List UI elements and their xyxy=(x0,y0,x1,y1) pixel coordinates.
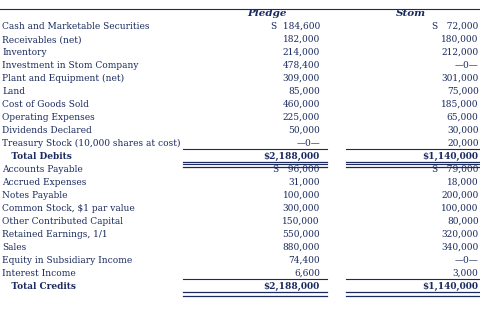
Text: 340,000: 340,000 xyxy=(441,243,478,252)
Text: 74,400: 74,400 xyxy=(288,256,319,265)
Text: 65,000: 65,000 xyxy=(446,113,478,122)
Text: Cash and Marketable Securities: Cash and Marketable Securities xyxy=(2,22,150,31)
Text: 100,000: 100,000 xyxy=(282,191,319,200)
Text: 50,000: 50,000 xyxy=(288,126,319,135)
Text: Accrued Expenses: Accrued Expenses xyxy=(2,178,86,187)
Text: Total Debits: Total Debits xyxy=(2,152,72,161)
Text: $2,188,000: $2,188,000 xyxy=(263,152,319,161)
Text: $1,140,000: $1,140,000 xyxy=(422,282,478,291)
Text: Common Stock, $1 par value: Common Stock, $1 par value xyxy=(2,204,135,213)
Text: Land: Land xyxy=(2,87,25,96)
Text: 300,000: 300,000 xyxy=(282,204,319,213)
Text: 320,000: 320,000 xyxy=(441,230,478,239)
Text: 85,000: 85,000 xyxy=(288,87,319,96)
Text: Inventory: Inventory xyxy=(2,48,47,57)
Text: S   79,000: S 79,000 xyxy=(432,165,478,174)
Text: Plant and Equipment (net): Plant and Equipment (net) xyxy=(2,74,124,83)
Text: 309,000: 309,000 xyxy=(282,74,319,83)
Text: S   72,000: S 72,000 xyxy=(432,22,478,31)
Text: Equity in Subsidiary Income: Equity in Subsidiary Income xyxy=(2,256,132,265)
Text: 478,400: 478,400 xyxy=(282,61,319,70)
Text: Dividends Declared: Dividends Declared xyxy=(2,126,92,135)
Text: —0—: —0— xyxy=(296,139,319,148)
Text: 185,000: 185,000 xyxy=(440,100,478,109)
Text: Accounts Payable: Accounts Payable xyxy=(2,165,83,174)
Text: —0—: —0— xyxy=(454,61,478,70)
Text: Retained Earnings, 1/1: Retained Earnings, 1/1 xyxy=(2,230,108,239)
Text: $1,140,000: $1,140,000 xyxy=(422,152,478,161)
Text: 180,000: 180,000 xyxy=(440,35,478,44)
Text: 150,000: 150,000 xyxy=(282,217,319,226)
Text: 550,000: 550,000 xyxy=(282,230,319,239)
Text: 20,000: 20,000 xyxy=(446,139,478,148)
Text: 460,000: 460,000 xyxy=(282,100,319,109)
Text: 301,000: 301,000 xyxy=(441,74,478,83)
Text: Receivables (net): Receivables (net) xyxy=(2,35,82,44)
Text: Operating Expenses: Operating Expenses xyxy=(2,113,95,122)
Text: 200,000: 200,000 xyxy=(441,191,478,200)
Text: 30,000: 30,000 xyxy=(446,126,478,135)
Text: 212,000: 212,000 xyxy=(441,48,478,57)
Text: 6,600: 6,600 xyxy=(293,269,319,278)
Text: Interest Income: Interest Income xyxy=(2,269,76,278)
Text: 18,000: 18,000 xyxy=(446,178,478,187)
Text: Investment in Stom Company: Investment in Stom Company xyxy=(2,61,139,70)
Text: 31,000: 31,000 xyxy=(288,178,319,187)
Text: Other Contributed Capital: Other Contributed Capital xyxy=(2,217,123,226)
Text: 100,000: 100,000 xyxy=(440,204,478,213)
Text: 880,000: 880,000 xyxy=(282,243,319,252)
Text: 214,000: 214,000 xyxy=(282,48,319,57)
Text: S   96,000: S 96,000 xyxy=(273,165,319,174)
Text: 182,000: 182,000 xyxy=(282,35,319,44)
Text: Sales: Sales xyxy=(2,243,26,252)
Text: 75,000: 75,000 xyxy=(446,87,478,96)
Text: 3,000: 3,000 xyxy=(452,269,478,278)
Text: $2,188,000: $2,188,000 xyxy=(263,282,319,291)
Text: Total Credits: Total Credits xyxy=(2,282,76,291)
Text: 225,000: 225,000 xyxy=(282,113,319,122)
Text: S  184,600: S 184,600 xyxy=(270,22,319,31)
Text: Notes Payable: Notes Payable xyxy=(2,191,68,200)
Text: Treasury Stock (10,000 shares at cost): Treasury Stock (10,000 shares at cost) xyxy=(2,139,180,148)
Text: Pledge: Pledge xyxy=(247,9,286,18)
Text: Stom: Stom xyxy=(396,9,425,18)
Text: 80,000: 80,000 xyxy=(446,217,478,226)
Text: —0—: —0— xyxy=(454,256,478,265)
Text: Cost of Goods Sold: Cost of Goods Sold xyxy=(2,100,89,109)
